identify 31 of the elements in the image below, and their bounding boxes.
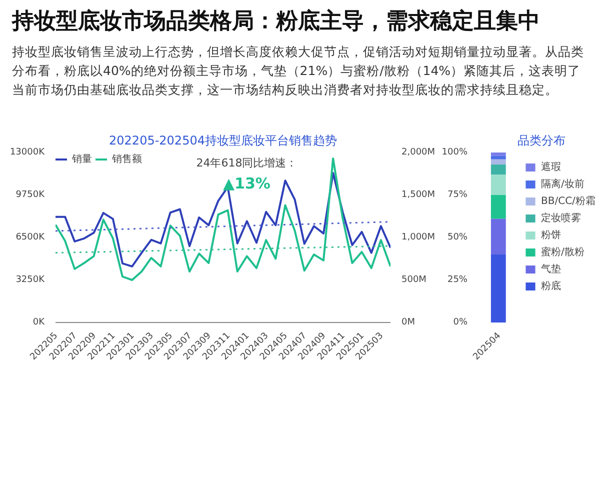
y2-tick-label: 2,000M <box>402 148 436 158</box>
y-tick-label: 6500K <box>16 232 46 242</box>
text: 品类分布 <box>518 134 566 148</box>
y-tick-label: 13000K <box>10 148 46 158</box>
legend-label: 定妆喷雾 <box>541 212 581 225</box>
text: 持妆型底妆销售呈波动上行态势，但增长高度依赖大促节点，促销活动对短期销量拉动显著。从品类分布看，粉底以40%的绝对份额主导市场，气垫（21%）与蜜粉/散粉（14%）紧随其后，这表明了当前市场仍由基础底妆品类支撑，这一市场结构反映出消费者对持妆型底妆的需求持续且稳定。 <box>12 43 585 99</box>
y-tick-label: 100% <box>442 148 468 158</box>
legend-label: 隔离/妆前 <box>541 178 584 191</box>
annotation: 24年618同比增速： <box>196 156 298 170</box>
y2-tick-label: 1,000M <box>402 232 436 242</box>
legend-label: 蜜粉/散粉 <box>541 246 584 259</box>
legend-label: 粉底 <box>541 280 561 293</box>
legend-label: 销售额 <box>112 152 142 166</box>
legend-label: BB/CC/粉霜 <box>541 195 596 208</box>
legend-label: 销量 <box>72 153 92 166</box>
y-tick-label: 0% <box>453 318 468 328</box>
y-tick-label: 0K <box>32 318 46 328</box>
annotation: ▲13% <box>223 174 270 192</box>
legend-label: 气垫 <box>541 262 561 276</box>
legend-label: 遮瑕 <box>541 160 561 174</box>
y-tick-label: 75% <box>447 190 468 200</box>
y-tick-label: 50% <box>447 232 468 242</box>
y-tick-label: 9750K <box>16 190 46 200</box>
y2-tick-label: 0M <box>402 318 415 328</box>
y2-tick-label: 1,500M <box>402 190 436 200</box>
y-tick-label: 3250K <box>16 275 46 285</box>
y2-tick-label: 500M <box>402 275 426 285</box>
legend-label: 粉饼 <box>541 229 561 242</box>
y-tick-label: 25% <box>447 275 468 285</box>
chart-title: 202205-202504持妆型底妆平台销售趋势 <box>109 134 337 148</box>
text: 持妆型底妆市场品类格局：粉底主导，需求稳定且集中 <box>12 8 541 36</box>
